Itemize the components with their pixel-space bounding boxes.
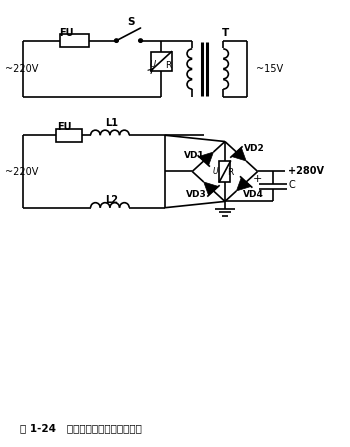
- Text: T: T: [222, 28, 229, 38]
- Bar: [60, 34, 89, 47]
- Polygon shape: [237, 177, 251, 191]
- Text: VD1: VD1: [184, 151, 204, 160]
- Polygon shape: [199, 152, 214, 165]
- Text: +: +: [253, 174, 262, 184]
- Circle shape: [139, 39, 142, 42]
- Text: VD4: VD4: [243, 190, 264, 199]
- Text: C: C: [289, 180, 295, 190]
- Text: R: R: [165, 61, 172, 70]
- Text: VD3: VD3: [186, 190, 207, 199]
- Text: $U$: $U$: [149, 59, 157, 69]
- Text: S: S: [127, 17, 134, 27]
- Text: R: R: [227, 168, 233, 177]
- Bar: [219, 161, 230, 182]
- Polygon shape: [204, 182, 218, 195]
- Bar: [56, 129, 82, 142]
- Text: ~220V: ~220V: [5, 167, 38, 177]
- Text: +280V: +280V: [288, 166, 324, 176]
- Text: ~220V: ~220V: [5, 64, 38, 74]
- Text: FU: FU: [57, 122, 71, 132]
- Text: $U$: $U$: [212, 165, 219, 176]
- Text: 图 1-24   压敏电阻器的典型应用电路: 图 1-24 压敏电阻器的典型应用电路: [20, 423, 142, 433]
- Circle shape: [114, 39, 118, 42]
- Bar: [151, 52, 172, 71]
- Text: ~15V: ~15V: [256, 64, 283, 74]
- Text: VD2: VD2: [244, 144, 265, 153]
- Polygon shape: [232, 148, 246, 161]
- Text: L2: L2: [105, 195, 118, 205]
- Text: FU: FU: [59, 28, 74, 38]
- Text: L1: L1: [105, 118, 118, 128]
